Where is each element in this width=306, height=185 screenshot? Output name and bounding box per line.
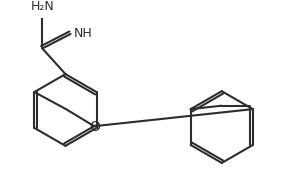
Text: O: O xyxy=(90,120,100,134)
Text: NH: NH xyxy=(74,27,93,40)
Text: H₂N: H₂N xyxy=(31,0,54,14)
